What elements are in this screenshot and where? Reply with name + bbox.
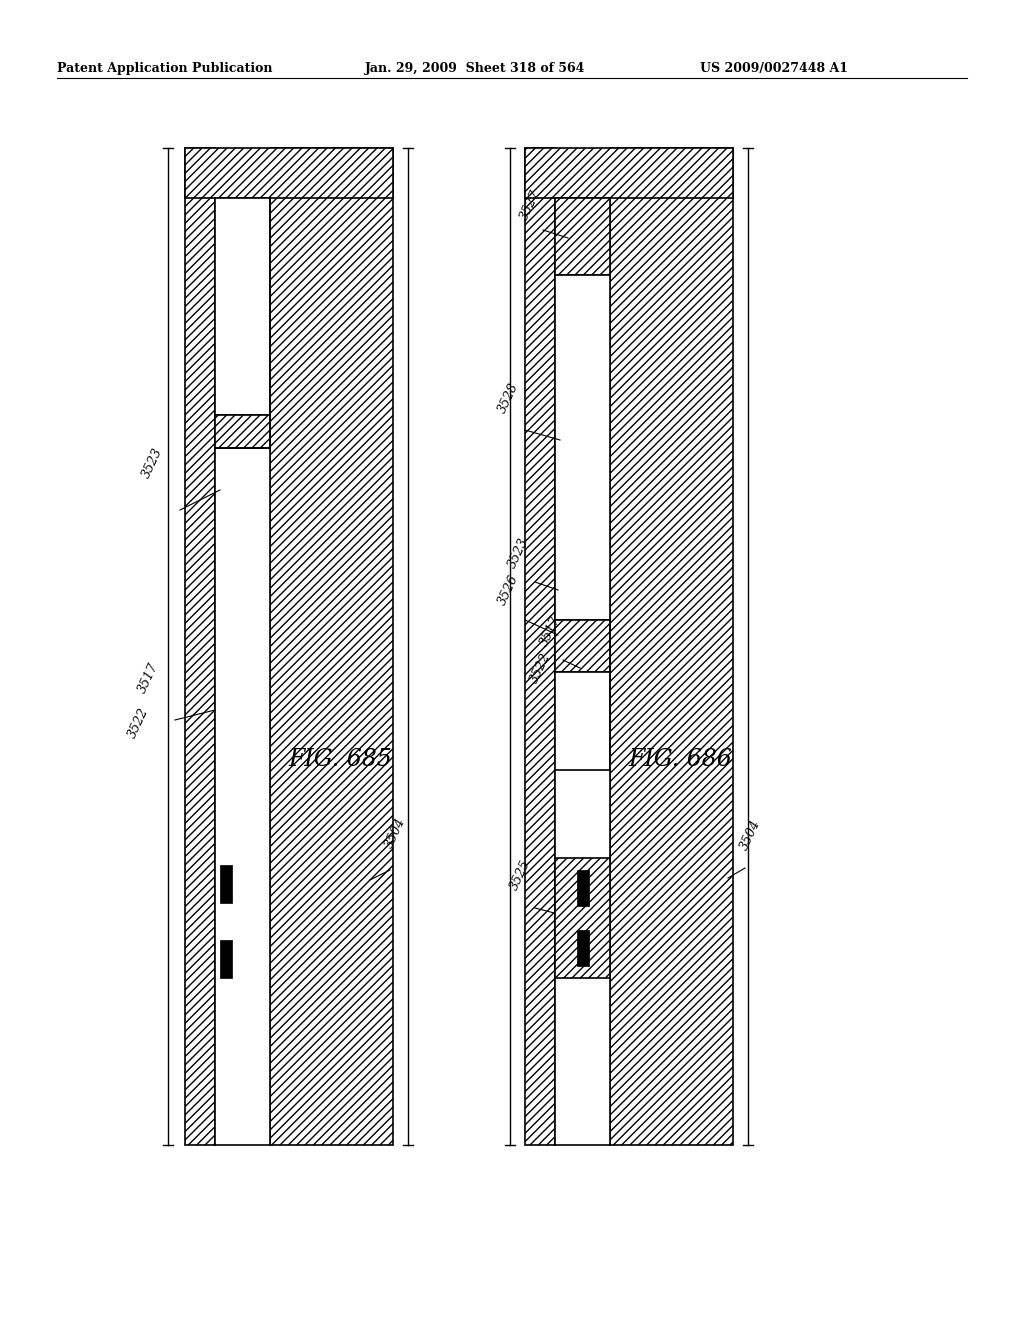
Text: Patent Application Publication: Patent Application Publication (57, 62, 272, 75)
Bar (215, 447, 270, 1144)
Bar (220, 940, 232, 978)
Bar (525, 148, 555, 1144)
Text: US 2009/0027448 A1: US 2009/0027448 A1 (700, 62, 848, 75)
Bar (215, 414, 270, 447)
Text: Jan. 29, 2009  Sheet 318 of 564: Jan. 29, 2009 Sheet 318 of 564 (365, 62, 586, 75)
Bar (577, 931, 589, 966)
Bar (555, 770, 610, 1144)
Bar (185, 148, 215, 1144)
Text: 3522: 3522 (527, 651, 553, 685)
Text: 3527: 3527 (517, 187, 543, 222)
Text: FIG. 686: FIG. 686 (628, 748, 732, 771)
Text: 3517: 3517 (538, 614, 562, 648)
Bar (610, 148, 733, 1144)
Text: FIG. 685: FIG. 685 (288, 748, 392, 771)
Text: 3504: 3504 (382, 816, 408, 850)
Bar (555, 858, 610, 978)
Bar (215, 198, 270, 414)
Text: 3528: 3528 (496, 380, 520, 414)
Bar (220, 865, 232, 903)
Text: 3523: 3523 (506, 536, 530, 570)
Bar (555, 672, 610, 770)
Bar (185, 148, 393, 198)
Text: 3522: 3522 (125, 705, 151, 741)
Text: 3526: 3526 (496, 573, 520, 607)
Bar (555, 275, 610, 620)
Bar (555, 198, 610, 275)
Text: 3517: 3517 (135, 660, 161, 696)
Bar (270, 148, 393, 1144)
Text: 3523: 3523 (139, 446, 165, 480)
Bar (525, 148, 733, 198)
Bar (577, 870, 589, 906)
Bar (555, 620, 610, 672)
Text: 3504: 3504 (737, 817, 763, 851)
Text: 3525: 3525 (507, 858, 532, 892)
